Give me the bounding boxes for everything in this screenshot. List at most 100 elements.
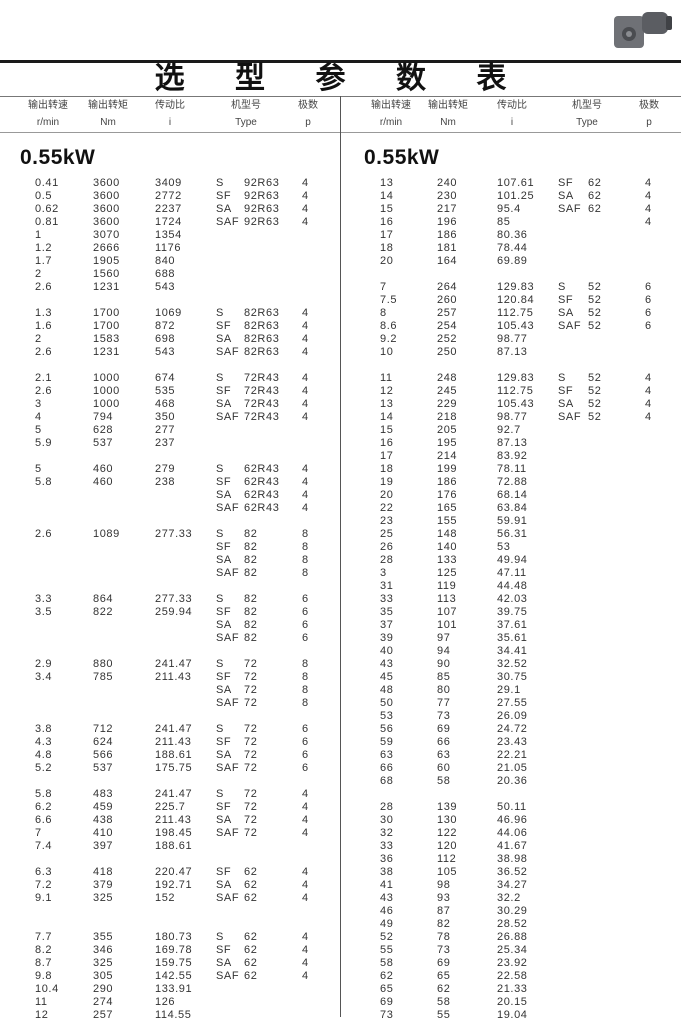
ratio-cell: 26.88 bbox=[497, 931, 528, 943]
ratio-cell: 872 bbox=[155, 320, 176, 332]
ratio-cell: 32.52 bbox=[497, 658, 528, 670]
ratio-cell: 35.61 bbox=[497, 632, 528, 644]
torque-cell: 1000 bbox=[93, 398, 120, 410]
ratio-cell: 21.05 bbox=[497, 762, 528, 774]
speed-cell: 6.3 bbox=[35, 866, 53, 878]
ratio-cell: 42.03 bbox=[497, 593, 528, 605]
type-code-cell: 72 bbox=[244, 736, 258, 748]
type-prefix-cell: SF bbox=[558, 294, 574, 306]
type-prefix-cell: SAF bbox=[558, 203, 582, 215]
torque-cell: 112 bbox=[437, 853, 457, 865]
type-code-cell: 72 bbox=[244, 697, 258, 709]
speed-cell: 48 bbox=[380, 684, 394, 696]
type-code-cell: 82 bbox=[244, 567, 258, 579]
poles-cell: 6 bbox=[302, 749, 309, 761]
poles-cell: 4 bbox=[302, 788, 309, 800]
torque-cell: 73 bbox=[437, 710, 451, 722]
header-unit: r/min bbox=[379, 117, 403, 128]
ratio-cell: 129.83 bbox=[497, 372, 535, 384]
ratio-cell: 69.89 bbox=[497, 255, 528, 267]
ratio-cell: 198.45 bbox=[155, 827, 193, 839]
torque-cell: 566 bbox=[93, 749, 114, 761]
type-prefix-cell: SF bbox=[216, 736, 232, 748]
type-prefix-cell: SF bbox=[216, 476, 232, 488]
speed-cell: 49 bbox=[380, 918, 394, 930]
speed-cell: 17 bbox=[380, 229, 394, 241]
torque-cell: 628 bbox=[93, 424, 114, 436]
torque-cell: 264 bbox=[437, 281, 458, 293]
type-prefix-cell: SA bbox=[558, 190, 574, 202]
torque-cell: 93 bbox=[437, 892, 451, 904]
header-label: 输出转矩 bbox=[428, 100, 468, 111]
torque-cell: 245 bbox=[437, 385, 458, 397]
ratio-cell: 50.11 bbox=[497, 801, 527, 813]
torque-cell: 58 bbox=[437, 775, 451, 787]
torque-cell: 355 bbox=[93, 931, 114, 943]
type-prefix-cell: SF bbox=[216, 190, 232, 202]
type-prefix-cell: S bbox=[216, 372, 224, 384]
type-prefix-cell: S bbox=[216, 723, 224, 735]
ratio-cell: 279 bbox=[155, 463, 176, 475]
type-code-cell: 62 bbox=[588, 190, 602, 202]
poles-cell: 6 bbox=[302, 723, 309, 735]
ratio-cell: 78.11 bbox=[497, 463, 527, 475]
ratio-cell: 3409 bbox=[155, 177, 182, 189]
torque-cell: 130 bbox=[437, 814, 458, 826]
type-prefix-cell: SF bbox=[216, 320, 232, 332]
poles-cell: 4 bbox=[645, 216, 652, 228]
speed-cell: 3.4 bbox=[35, 671, 53, 683]
header-unit: Type bbox=[235, 117, 257, 128]
ratio-cell: 29.1 bbox=[497, 684, 521, 696]
ratio-cell: 34.27 bbox=[497, 879, 528, 891]
type-code-cell: 72R43 bbox=[244, 385, 280, 397]
speed-cell: 6.6 bbox=[35, 814, 53, 826]
type-prefix-cell: SF bbox=[216, 385, 232, 397]
ratio-cell: 192.71 bbox=[155, 879, 193, 891]
ratio-cell: 21.33 bbox=[497, 983, 528, 995]
torque-cell: 1700 bbox=[93, 307, 120, 319]
header-ratio: 传动比 i bbox=[140, 100, 200, 129]
torque-cell: 624 bbox=[93, 736, 114, 748]
poles-cell: 4 bbox=[302, 489, 309, 501]
ratio-cell: 28.52 bbox=[497, 918, 528, 930]
torque-cell: 379 bbox=[93, 879, 114, 891]
speed-cell: 7 bbox=[380, 281, 387, 293]
poles-cell: 6 bbox=[302, 762, 309, 774]
speed-cell: 53 bbox=[380, 710, 394, 722]
torque-cell: 164 bbox=[437, 255, 458, 267]
torque-cell: 176 bbox=[437, 489, 458, 501]
poles-cell: 8 bbox=[302, 528, 309, 540]
torque-cell: 438 bbox=[93, 814, 114, 826]
ratio-cell: 24.72 bbox=[497, 723, 528, 735]
type-prefix-cell: SAF bbox=[216, 346, 240, 358]
ratio-cell: 20.15 bbox=[497, 996, 528, 1008]
speed-cell: 13 bbox=[380, 177, 394, 189]
torque-cell: 94 bbox=[437, 645, 451, 657]
speed-cell: 8.6 bbox=[380, 320, 398, 332]
ratio-cell: 152 bbox=[155, 892, 176, 904]
ratio-cell: 23.43 bbox=[497, 736, 528, 748]
torque-cell: 274 bbox=[93, 996, 114, 1008]
ratio-cell: 225.7 bbox=[155, 801, 186, 813]
speed-cell: 19 bbox=[380, 476, 394, 488]
type-prefix-cell: S bbox=[558, 281, 566, 293]
poles-cell: 8 bbox=[302, 541, 309, 553]
ratio-cell: 22.21 bbox=[497, 749, 528, 761]
poles-cell: 4 bbox=[302, 814, 309, 826]
type-code-cell: 92R63 bbox=[244, 216, 280, 228]
speed-cell: 15 bbox=[380, 203, 394, 215]
poles-cell: 4 bbox=[302, 463, 309, 475]
ratio-cell: 68.14 bbox=[497, 489, 528, 501]
torque-cell: 230 bbox=[437, 190, 458, 202]
speed-cell: 3 bbox=[35, 398, 42, 410]
poles-cell: 8 bbox=[302, 671, 309, 683]
type-code-cell: 72 bbox=[244, 827, 258, 839]
ratio-cell: 105.43 bbox=[497, 320, 535, 332]
torque-cell: 252 bbox=[437, 333, 458, 345]
type-prefix-cell: SAF bbox=[216, 411, 240, 423]
type-code-cell: 62 bbox=[588, 177, 602, 189]
ratio-cell: 468 bbox=[155, 398, 176, 410]
ratio-cell: 32.2 bbox=[497, 892, 521, 904]
speed-cell: 16 bbox=[380, 437, 394, 449]
type-prefix-cell: S bbox=[216, 931, 224, 943]
